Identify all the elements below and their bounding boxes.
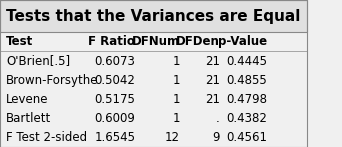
Text: 12: 12 (165, 131, 180, 144)
Text: 21: 21 (205, 74, 220, 87)
Text: Brown-Forsythe: Brown-Forsythe (6, 74, 98, 87)
Text: F Test 2-sided: F Test 2-sided (6, 131, 87, 144)
Text: p-Value: p-Value (218, 35, 267, 48)
Text: 1.6545: 1.6545 (94, 131, 135, 144)
Text: 0.6073: 0.6073 (94, 55, 135, 67)
Text: 1: 1 (172, 55, 180, 67)
Text: 0.4855: 0.4855 (227, 74, 267, 87)
FancyBboxPatch shape (0, 0, 307, 32)
Text: 0.5042: 0.5042 (94, 74, 135, 87)
Text: Bartlett: Bartlett (6, 112, 51, 125)
Text: 1: 1 (172, 112, 180, 125)
Text: .: . (216, 112, 220, 125)
Text: Tests that the Variances are Equal: Tests that the Variances are Equal (6, 9, 301, 24)
Text: DFNum: DFNum (132, 35, 180, 48)
Text: 0.4798: 0.4798 (226, 93, 267, 106)
Text: 0.4382: 0.4382 (226, 112, 267, 125)
Text: 1: 1 (172, 74, 180, 87)
Text: 9: 9 (212, 131, 220, 144)
Text: DFDen: DFDen (176, 35, 220, 48)
Text: 1: 1 (172, 93, 180, 106)
Text: 0.6009: 0.6009 (94, 112, 135, 125)
Text: 0.5175: 0.5175 (94, 93, 135, 106)
Text: O'Brien[.5]: O'Brien[.5] (6, 55, 70, 67)
Text: Levene: Levene (6, 93, 49, 106)
Text: 0.4561: 0.4561 (226, 131, 267, 144)
Text: 21: 21 (205, 55, 220, 67)
Text: 21: 21 (205, 93, 220, 106)
Text: F Ratio: F Ratio (88, 35, 135, 48)
Text: Test: Test (6, 35, 34, 48)
Text: 0.4445: 0.4445 (226, 55, 267, 67)
